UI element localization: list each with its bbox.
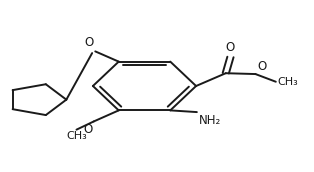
Text: O: O: [226, 41, 235, 54]
Text: CH₃: CH₃: [66, 131, 87, 141]
Text: O: O: [257, 60, 266, 73]
Text: CH₃: CH₃: [277, 77, 298, 87]
Text: O: O: [84, 36, 94, 49]
Text: O: O: [83, 123, 92, 136]
Text: NH₂: NH₂: [198, 114, 221, 127]
